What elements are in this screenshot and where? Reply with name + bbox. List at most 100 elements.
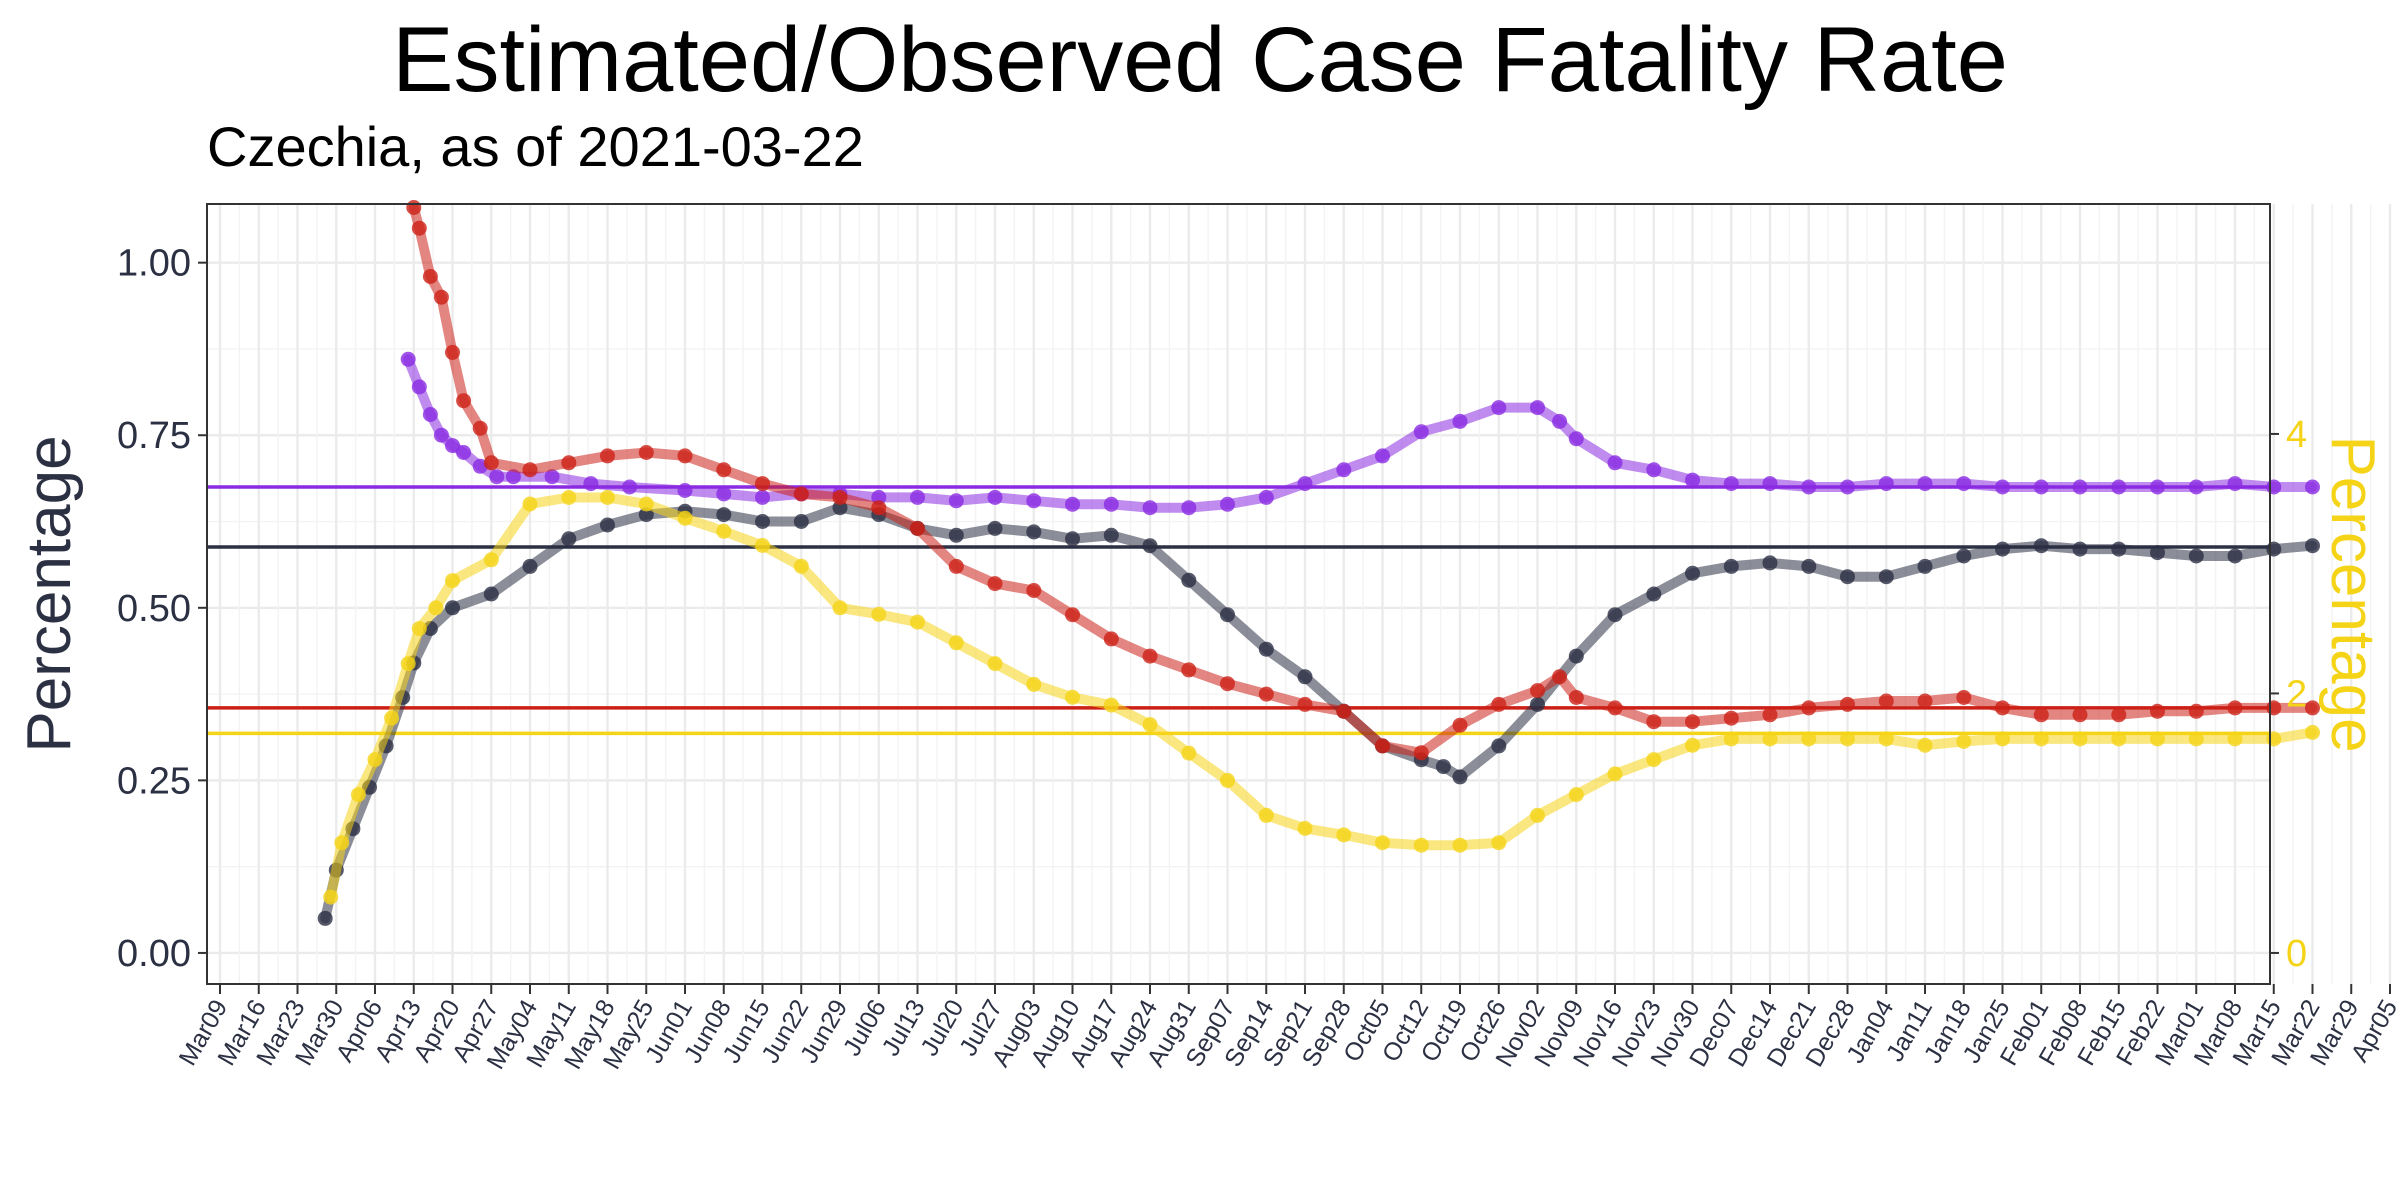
data-point [1762,731,1778,747]
y-tick-label: 0.25 [117,760,191,802]
data-point [1762,707,1778,723]
data-point [1491,835,1507,851]
data-point [2072,731,2088,747]
data-point [1103,527,1119,543]
data-point [1917,558,1933,574]
data-point [1607,700,1623,716]
data-point [2072,541,2088,557]
data-point [433,427,449,443]
data-point [1142,538,1158,554]
data-point [1840,479,1855,495]
data-point [1840,569,1855,585]
data-point [1181,745,1197,761]
data-point [948,635,964,651]
data-point [2033,479,2049,495]
data-point [1646,752,1662,768]
data-point [1801,479,1817,495]
data-point [2111,541,2127,557]
y2-tick-label: 0 [2286,933,2307,975]
series-3 [323,490,2320,905]
data-point [2305,724,2320,740]
data-point [2111,479,2127,495]
grid-layer [207,204,2392,984]
data-point [1220,607,1235,623]
data-point [1413,745,1429,761]
data-point [2033,538,2049,554]
data-point [483,586,499,602]
data-point [2150,731,2165,747]
data-point [1878,476,1894,492]
data-point [489,469,505,485]
data-point [1607,766,1623,782]
data-point [433,289,449,305]
data-point [1801,731,1817,747]
data-point [561,490,577,505]
data-point [2150,545,2165,561]
data-point [1336,827,1352,843]
data-point [1607,607,1623,623]
data-point [1956,548,1972,564]
data-point [1142,500,1158,516]
data-point [987,656,1003,672]
data-point [1336,462,1352,478]
data-point [2188,548,2204,564]
data-point [2111,707,2127,723]
data-point [1181,662,1197,678]
data-point [1452,413,1468,429]
data-point [2227,476,2243,492]
data-point [1685,737,1700,753]
data-point [583,476,599,492]
data-point [1452,769,1468,785]
data-point [1801,700,1817,716]
plot-border [206,203,2271,985]
data-point [1762,555,1778,571]
data-point [1530,683,1545,699]
data-point [910,489,925,505]
data-point [1026,676,1042,692]
data-point [1435,759,1451,775]
data-point [2266,479,2282,495]
data-point [2188,479,2204,495]
data-point [1491,696,1507,712]
data-point [755,514,770,529]
data-point [716,462,732,478]
data-point [638,445,654,460]
data-point [987,489,1003,505]
data-point [2266,541,2282,557]
data-point [948,527,964,543]
data-point [2266,731,2282,747]
data-point [1917,737,1933,753]
data-point [1065,531,1080,547]
data-point [2072,479,2088,495]
chart-title: Estimated/Observed Case Fatality Rate [392,9,2008,111]
data-point [1103,697,1119,713]
data-point [400,351,416,367]
data-point [2033,707,2049,723]
y-tick-label: 0.00 [117,933,191,975]
data-point [411,220,427,236]
data-point [677,448,693,464]
data-point [910,520,925,536]
data-point [422,407,438,422]
data-point [411,621,427,637]
data-point [2188,703,2204,719]
data-point [445,344,460,360]
data-point [505,469,521,485]
data-point [2305,479,2320,495]
data-point [2305,700,2320,716]
data-point [1723,710,1739,726]
data-point [600,448,615,464]
data-point [1956,733,1972,749]
data-point [716,486,732,502]
data-point [1956,476,1972,492]
data-point [1297,820,1313,836]
data-point [1552,669,1568,685]
data-point [1568,648,1584,664]
data-point [1530,807,1545,823]
data-point [1552,413,1568,429]
data-point [2227,548,2243,564]
data-point [483,455,499,471]
data-point [2033,731,2049,747]
data-point [1413,837,1429,853]
series-line [320,502,2318,924]
